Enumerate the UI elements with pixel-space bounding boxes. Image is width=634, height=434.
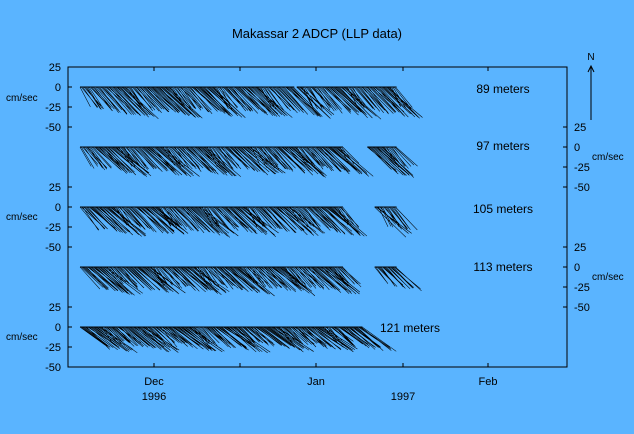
stick-vectors xyxy=(79,266,362,297)
series-sticks xyxy=(79,146,418,178)
month-label-dec: Dec xyxy=(144,376,164,388)
y-tick-label: -25 xyxy=(574,162,590,174)
unit-label-right-1: cm/sec xyxy=(592,152,624,163)
year-label-1996: 1996 xyxy=(142,391,166,403)
north-arrow-head xyxy=(587,64,595,73)
y-tick-label: -50 xyxy=(45,242,61,254)
chart-title: Makassar 2 ADCP (LLP data) xyxy=(232,26,402,41)
series-sticks xyxy=(79,86,423,120)
top-axis-ticks xyxy=(153,67,489,71)
stick-vectors xyxy=(79,326,397,354)
month-label-jan: Jan xyxy=(307,376,325,388)
bottom-axis-ticks xyxy=(153,363,489,367)
y-tick-label: -25 xyxy=(45,342,61,354)
stick-vectors xyxy=(367,146,418,178)
stick-vectors xyxy=(79,206,368,238)
y-tick-label: -50 xyxy=(45,362,61,374)
y-tick-label: 0 xyxy=(55,322,61,334)
month-label-feb: Feb xyxy=(479,376,498,388)
y-tick-label: 25 xyxy=(574,122,586,134)
unit-label-right-2: cm/sec xyxy=(592,272,624,283)
y-tick-label: 25 xyxy=(49,302,61,314)
y-tick-label: -50 xyxy=(574,302,590,314)
stick-vectors xyxy=(296,86,423,120)
series-sticks xyxy=(79,266,422,297)
stick-vectors xyxy=(79,146,374,178)
y-tick-label: 25 xyxy=(574,242,586,254)
depth-label: 121 meters xyxy=(380,321,440,335)
depth-label: 89 meters xyxy=(476,82,529,96)
year-label-1997: 1997 xyxy=(391,391,415,403)
plot-frame xyxy=(67,66,568,368)
y-tick-label: 0 xyxy=(574,262,580,274)
y-tick-label: -50 xyxy=(574,182,590,194)
depth-label: 97 meters xyxy=(476,139,529,153)
stick-vectors xyxy=(79,86,323,120)
stick-vectors xyxy=(374,206,418,238)
y-tick-label: -50 xyxy=(45,122,61,134)
y-tick-label: -25 xyxy=(45,222,61,234)
series-sticks xyxy=(79,206,418,238)
stick-vectors xyxy=(374,266,422,292)
y-tick-label: 25 xyxy=(49,182,61,194)
series-sticks xyxy=(79,326,397,354)
unit-label-left-2: cm/sec xyxy=(6,212,38,223)
depth-label: 105 meters xyxy=(473,202,533,216)
north-label: N xyxy=(587,52,594,63)
unit-label-left-1: cm/sec xyxy=(6,93,38,104)
y-tick-label: 25 xyxy=(49,62,61,74)
y-tick-label: -25 xyxy=(45,102,61,114)
y-tick-label: 0 xyxy=(55,202,61,214)
depth-labels: 89 meters 97 meters 105 meters 113 meters 12… xyxy=(380,82,533,335)
north-arrow: N xyxy=(587,52,595,120)
y-tick-label: 0 xyxy=(574,142,580,154)
current-vector-sticks xyxy=(79,86,423,354)
y-axis-ticks: 25 0 -25 -50 25 0 -25 -50 25 0 -25 -50 25 0 -25 -50 25 0 -… xyxy=(45,62,590,374)
depth-label: 113 meters xyxy=(473,260,532,274)
y-tick-label: 0 xyxy=(55,82,61,94)
y-tick-label: -25 xyxy=(574,282,590,294)
unit-label-left-3: cm/sec xyxy=(6,332,38,343)
